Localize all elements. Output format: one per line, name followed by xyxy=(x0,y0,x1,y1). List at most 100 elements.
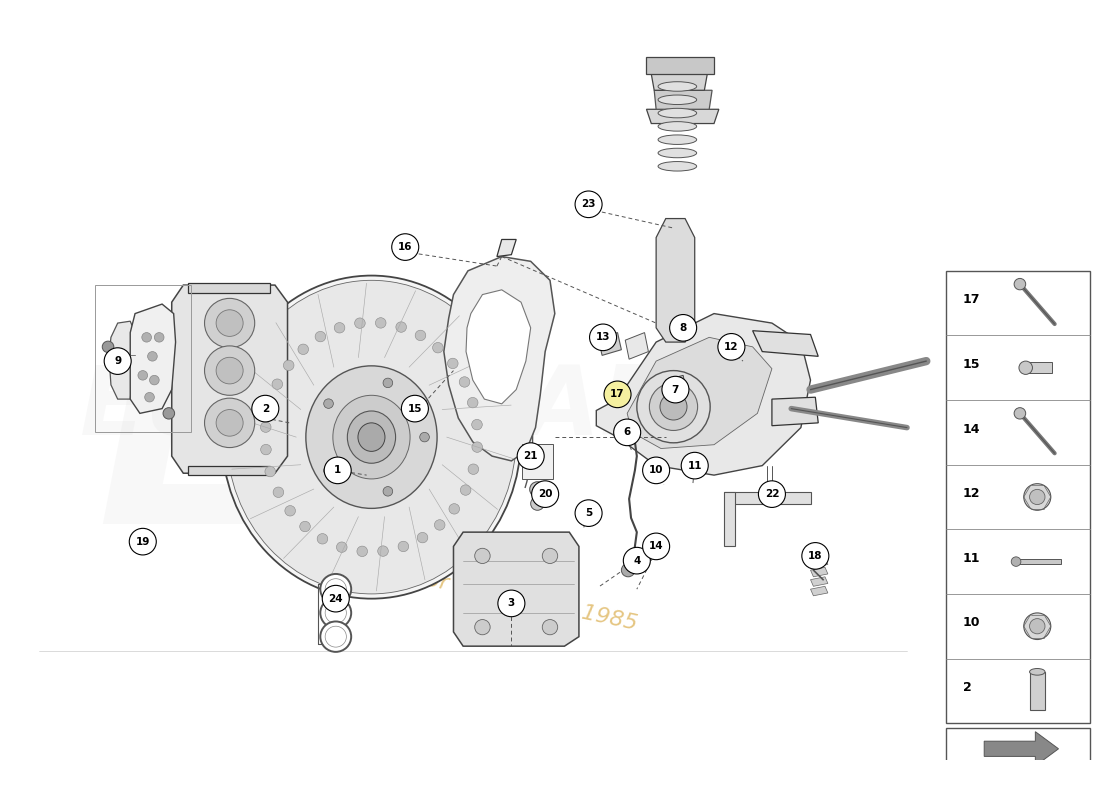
Text: 17: 17 xyxy=(962,294,980,306)
Circle shape xyxy=(216,310,243,336)
FancyBboxPatch shape xyxy=(522,444,553,479)
Ellipse shape xyxy=(658,108,696,118)
Ellipse shape xyxy=(658,122,696,131)
Circle shape xyxy=(324,457,351,484)
Circle shape xyxy=(681,452,708,479)
Polygon shape xyxy=(654,90,712,110)
Circle shape xyxy=(469,464,478,474)
Circle shape xyxy=(334,322,345,333)
Text: 3: 3 xyxy=(508,598,515,609)
Circle shape xyxy=(1014,278,1025,290)
Circle shape xyxy=(354,318,365,328)
Text: 2: 2 xyxy=(962,681,971,694)
Polygon shape xyxy=(1030,672,1045,710)
Text: 7: 7 xyxy=(672,385,679,394)
Circle shape xyxy=(322,586,350,612)
Polygon shape xyxy=(752,330,818,356)
Text: 2: 2 xyxy=(262,404,268,414)
Polygon shape xyxy=(1013,558,1062,565)
Circle shape xyxy=(147,351,157,361)
Ellipse shape xyxy=(306,366,437,508)
Circle shape xyxy=(459,377,470,387)
Circle shape xyxy=(542,619,558,634)
Polygon shape xyxy=(188,466,271,475)
Circle shape xyxy=(604,381,631,408)
Polygon shape xyxy=(666,375,688,399)
Circle shape xyxy=(150,375,160,385)
Circle shape xyxy=(649,383,697,430)
Polygon shape xyxy=(453,532,579,646)
Circle shape xyxy=(377,546,388,556)
Text: 15: 15 xyxy=(962,358,980,371)
Circle shape xyxy=(415,330,426,341)
Circle shape xyxy=(265,466,275,477)
Circle shape xyxy=(434,520,446,530)
Circle shape xyxy=(261,444,272,455)
Circle shape xyxy=(1019,361,1033,374)
Circle shape xyxy=(320,598,351,628)
Text: 8: 8 xyxy=(680,323,686,333)
Circle shape xyxy=(542,548,558,563)
Circle shape xyxy=(326,626,346,647)
Circle shape xyxy=(252,395,278,422)
Circle shape xyxy=(1024,484,1050,510)
Circle shape xyxy=(163,408,175,419)
Circle shape xyxy=(642,457,670,484)
Text: 24: 24 xyxy=(329,594,343,604)
Circle shape xyxy=(320,574,351,604)
Circle shape xyxy=(284,360,294,370)
Circle shape xyxy=(448,358,458,369)
Ellipse shape xyxy=(222,275,521,598)
Ellipse shape xyxy=(658,148,696,158)
Circle shape xyxy=(145,393,154,402)
Circle shape xyxy=(621,563,635,577)
Circle shape xyxy=(142,333,152,342)
Circle shape xyxy=(272,379,283,390)
Circle shape xyxy=(326,602,346,623)
Polygon shape xyxy=(647,110,718,123)
Circle shape xyxy=(475,619,491,634)
Circle shape xyxy=(317,534,328,544)
Polygon shape xyxy=(598,333,622,355)
Circle shape xyxy=(624,547,650,574)
Ellipse shape xyxy=(333,395,410,479)
Circle shape xyxy=(104,348,131,374)
Text: 10: 10 xyxy=(649,466,663,475)
Circle shape xyxy=(138,370,147,380)
Polygon shape xyxy=(596,314,811,475)
Polygon shape xyxy=(656,218,695,342)
Circle shape xyxy=(383,378,393,388)
Text: 6: 6 xyxy=(624,427,630,438)
Polygon shape xyxy=(497,239,516,257)
Text: 23: 23 xyxy=(581,199,596,210)
Circle shape xyxy=(517,443,544,470)
Polygon shape xyxy=(811,548,828,558)
Text: 21: 21 xyxy=(524,451,538,461)
Circle shape xyxy=(356,546,367,557)
Circle shape xyxy=(475,548,491,563)
Circle shape xyxy=(205,346,255,395)
Ellipse shape xyxy=(658,135,696,145)
Ellipse shape xyxy=(658,95,696,105)
Circle shape xyxy=(326,578,346,600)
Circle shape xyxy=(472,442,483,452)
Ellipse shape xyxy=(358,423,385,451)
Circle shape xyxy=(472,419,482,430)
Circle shape xyxy=(273,487,284,498)
Polygon shape xyxy=(811,577,828,586)
Circle shape xyxy=(718,334,745,360)
Polygon shape xyxy=(109,321,135,399)
Text: 18: 18 xyxy=(808,551,823,561)
Circle shape xyxy=(1030,490,1045,505)
Text: 14: 14 xyxy=(649,542,663,551)
Text: 15: 15 xyxy=(408,404,422,414)
Circle shape xyxy=(264,400,275,410)
Text: 615 01: 615 01 xyxy=(983,790,1053,800)
Text: 10: 10 xyxy=(962,617,980,630)
Circle shape xyxy=(298,344,308,354)
Circle shape xyxy=(614,419,640,446)
Circle shape xyxy=(130,528,156,555)
Ellipse shape xyxy=(1030,669,1045,675)
Circle shape xyxy=(299,522,310,532)
Ellipse shape xyxy=(658,82,696,91)
